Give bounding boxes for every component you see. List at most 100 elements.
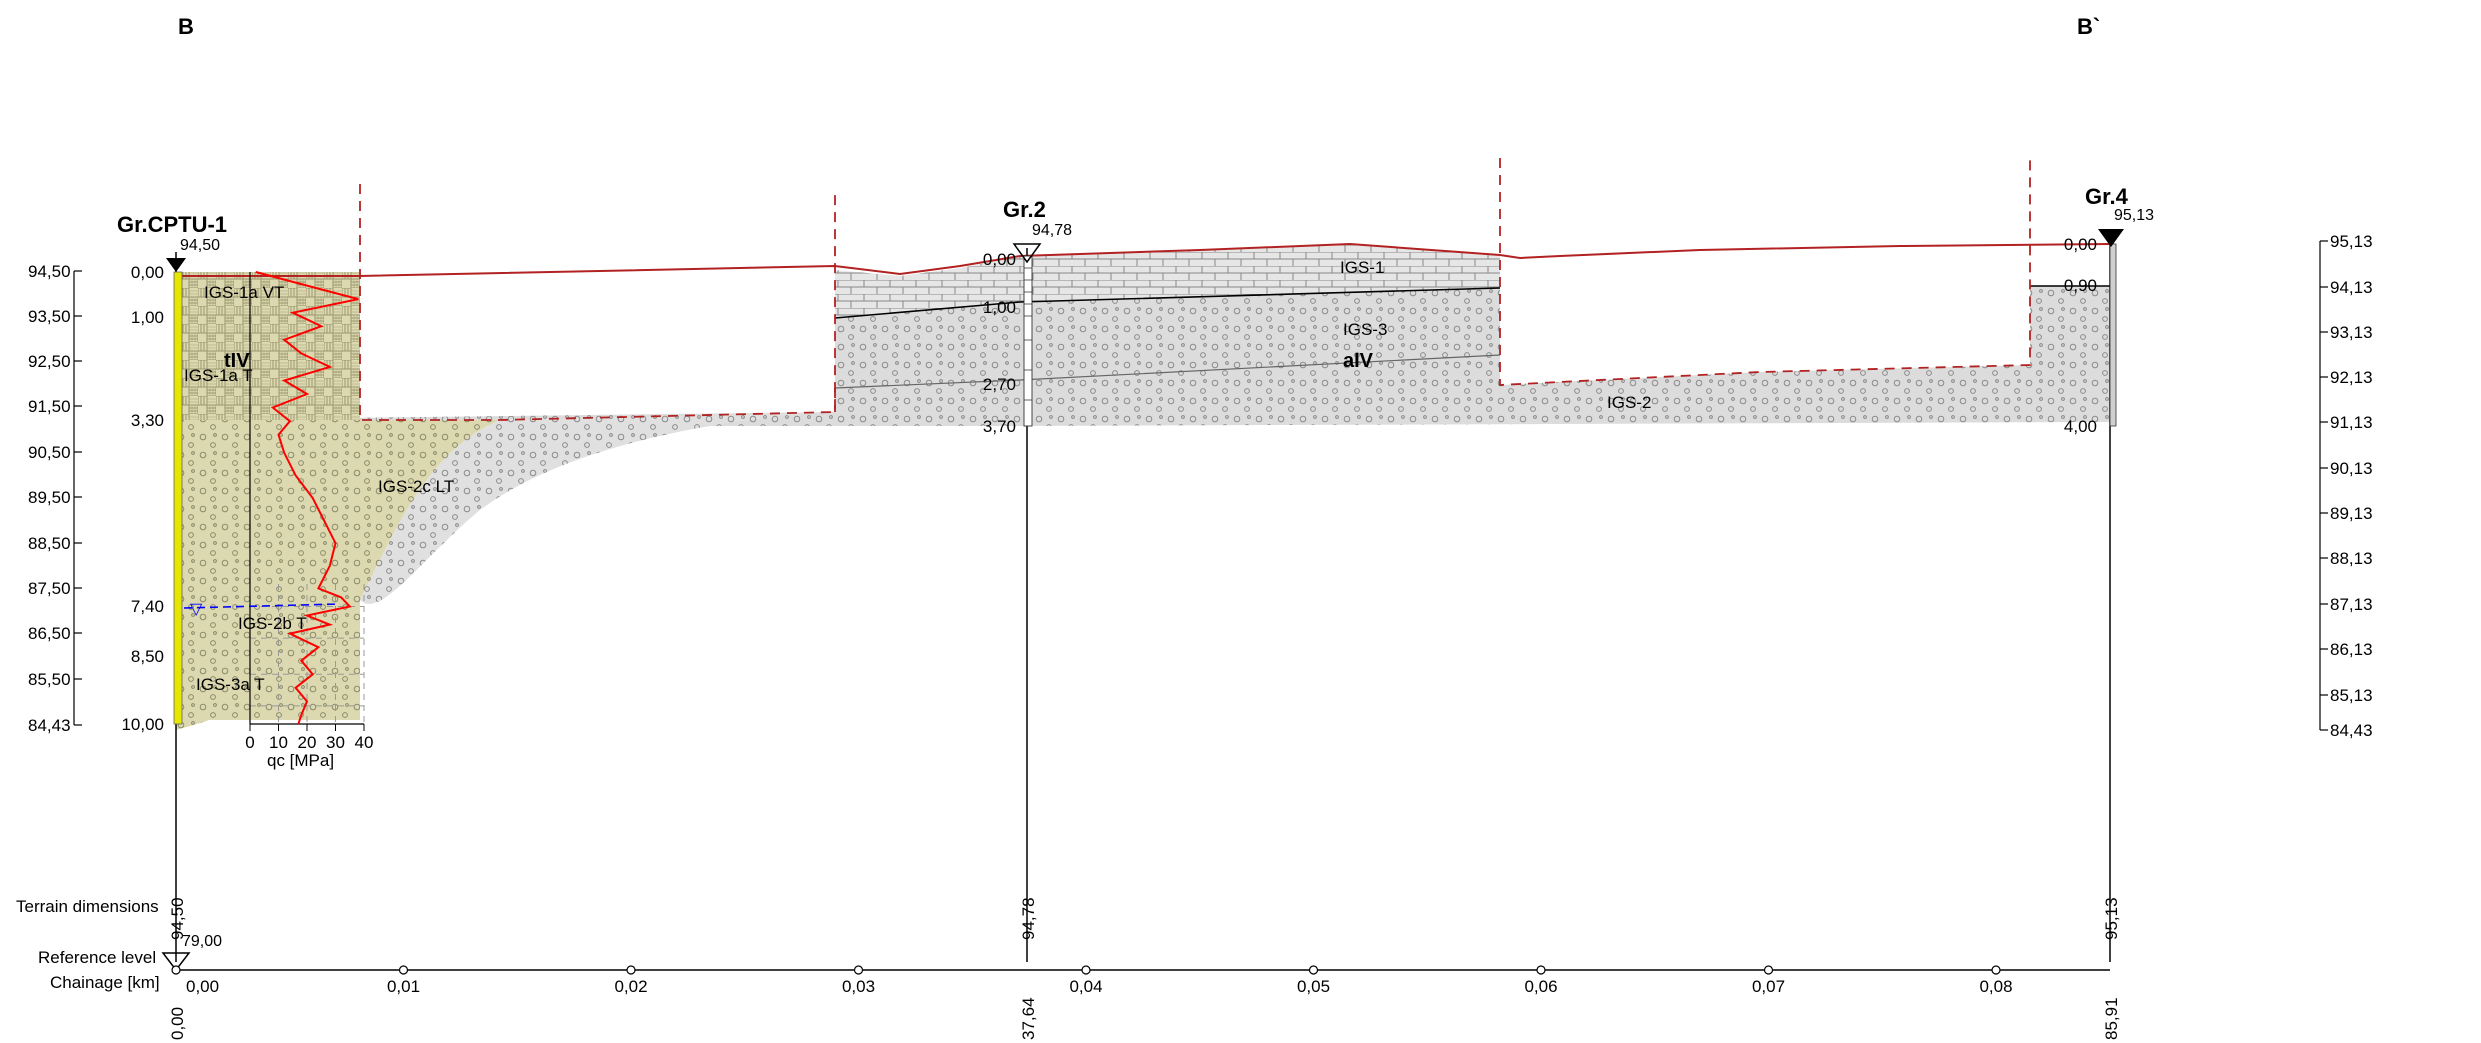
right-elevation-axis: 95,13 94,13 93,13 92,13 91,13 90,13 89,13 88,13… [2319,232,2373,740]
axis-tick-label: 87,50 [28,579,71,598]
cpt-chart: 0 10 20 30 40 qc [MPa] [245,271,374,770]
borehole-gr-2: Gr.2 94,78 0,00 1,00 2,70 3,70 [983,197,1072,962]
bottom-table: Terrain dimensions Reference level 79,00… [16,897,2121,1040]
cpt-tick-label: 40 [355,733,374,752]
borehole-marker-icon [1012,243,1042,264]
borehole-name: Gr.2 [1003,197,1046,222]
chainage-tick [626,965,636,975]
chainage-tick-label: 0,01 [387,977,420,996]
chainage-tick-label: 0,03 [842,977,875,996]
cpt-profile-line [255,271,359,725]
borehole-column [1023,255,1033,427]
layer-boundaries [834,285,2110,389]
axis-tick-label: 92,50 [28,352,71,371]
left-elevation-axis: 94,50 93,50 92,50 91,50 90,50 89,50 88,50 87,50… [28,262,82,735]
depth-label: 0,90 [2064,276,2097,295]
section-start-label: B [178,14,194,39]
terrain-dimension-value: 94,78 [1019,897,1038,940]
chainage-tick-label: 0,04 [1069,977,1102,996]
stratigraphy-label: aIV [1343,350,1374,372]
chainage-label: Chainage [km] [50,973,160,992]
borehole-elevation: 95,13 [2114,207,2154,224]
axis-tick-label: 84,43 [28,716,71,735]
chainage-tick [1763,965,1774,975]
axis-tick-label: 93,13 [2330,323,2373,342]
axis-tick-label: 88,13 [2330,549,2373,568]
layer-igs-1 [835,244,1500,318]
chainage-value: 0,00 [168,1007,187,1040]
axis-tick-label: 91,50 [28,397,71,416]
section-end-label: B` [2077,14,2100,39]
cpt-tick-label: 10 [269,733,288,752]
layer-igs-1a [176,272,360,420]
depth-label: 8,50 [131,647,164,666]
borehole-elevation: 94,78 [1032,222,1072,239]
axis-tick-label: 90,50 [28,443,71,462]
reference-level-value: 79,00 [182,933,222,950]
layer-label: IGS-2 [1607,393,1651,412]
axis-tick-label: 95,13 [2330,232,2373,251]
chainage-tick-label: 0,00 [186,977,219,996]
depth-label: 1,00 [131,308,164,327]
depth-label: 3,70 [983,417,1016,436]
reference-level-icon [161,952,191,972]
borehole-column [2109,243,2117,427]
chainage-tick [1081,965,1091,975]
depth-label: 0,00 [131,263,164,282]
cpt-tick-label: 20 [298,733,317,752]
depth-label: 1,00 [983,298,1016,317]
axis-tick-label: 90,13 [2330,459,2373,478]
chainage-tick [1308,965,1319,975]
reference-level-label: Reference level [38,948,156,967]
depth-label: 2,70 [983,375,1016,394]
axis-tick-label: 89,50 [28,488,71,507]
chainage-tick-label: 0,08 [1979,977,2012,996]
axis-tick-label: 84,43 [2330,721,2373,740]
chainage-tick-label: 0,05 [1297,977,1330,996]
terrain-dimension-value: 94,50 [168,897,187,940]
borehole-gr-4: Gr.4 95,13 0,00 0,90 4,00 [2064,184,2154,962]
chainage-tick-label: 0,06 [1524,977,1557,996]
axis-tick-label: 88,50 [28,534,71,553]
section-boundaries [359,158,2031,421]
depth-label: 10,00 [121,715,164,734]
groundwater-icon: ▽ [190,601,203,618]
borehole-elevation: 94,50 [180,237,220,254]
axis-tick-label: 86,50 [28,624,71,643]
chainage-tick [171,965,181,975]
axis-tick-label: 85,50 [28,670,71,689]
layer-label: IGS-3 [1343,320,1387,339]
axis-tick-label: 86,13 [2330,640,2373,659]
terrain-dimensions-label: Terrain dimensions [16,897,159,916]
axis-tick-label: 87,13 [2330,595,2373,614]
depth-label: 3,30 [131,411,164,430]
chainage-tick-label: 0,02 [614,977,647,996]
depth-label: 4,00 [2064,417,2097,436]
borehole-name: Gr.CPTU-1 [117,212,227,237]
chainage-tick-label: 0,07 [1752,977,1785,996]
layer-label: IGS-3a T [196,675,265,694]
borehole-marker-icon [2098,229,2124,247]
cpt-axis-title: qc [MPa] [267,751,334,770]
axis-tick-label: 91,13 [2330,413,2373,432]
layer-label: IGS-2b T [238,614,307,633]
chainage-value: 85,91 [2102,997,2121,1040]
terrain-dimension-value: 95,13 [2102,897,2121,940]
axis-tick-label: 85,13 [2330,686,2373,705]
stratigraphy-label: tIV [224,350,250,372]
chainage-tick [1991,965,2001,975]
groundwater-level: ▽ [183,601,341,618]
borehole-name: Gr.4 [2085,184,2129,209]
depth-label: 0,00 [2064,235,2097,254]
axis-tick-label: 92,13 [2330,368,2373,387]
axis-tick-label: 94,50 [28,262,71,281]
chainage-tick [398,965,409,975]
borehole-column [173,271,183,725]
axis-tick-label: 89,13 [2330,504,2373,523]
layer-label: IGS-2c LT [378,477,454,496]
soil-layers [176,244,2110,730]
borehole-cptu-1: Gr.CPTU-1 94,50 0,00 1,00 3,30 7,40 8,50… [117,212,227,962]
layer-label: IGS-1a T [184,366,253,385]
chainage-tick [1536,965,1546,975]
